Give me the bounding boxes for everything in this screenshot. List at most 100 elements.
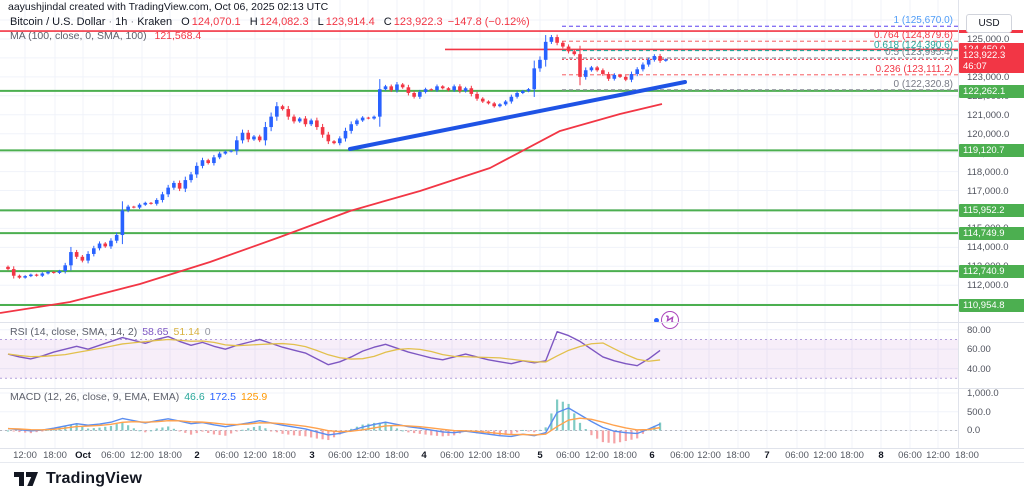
tradingview-logo[interactable]: TradingView xyxy=(14,469,142,489)
macd-histogram-bar xyxy=(224,430,227,436)
macd-histogram-bar xyxy=(607,430,610,443)
rsi-legend[interactable]: RSI (14, close, SMA, 14, 2) 58.65 51.14 0 xyxy=(10,326,211,338)
candle xyxy=(440,85,445,90)
currency-button[interactable]: USD xyxy=(966,14,1012,33)
candle xyxy=(521,89,525,95)
time-axis[interactable]: 12:00 18:00 Oct 06:00 12:00 18:00 2 06:00 12:00 1… xyxy=(0,448,1024,462)
time-tick-day: 2 xyxy=(194,450,200,461)
time-tick-day: 7 xyxy=(764,450,770,461)
candle xyxy=(51,271,56,274)
chart-canvas[interactable] xyxy=(0,0,1024,448)
open-value: 124,070.1 xyxy=(191,16,241,28)
symbol-name: Bitcoin / U.S. Dollar xyxy=(10,16,106,28)
macd-histogram-bar xyxy=(264,428,267,431)
close-label: C xyxy=(383,16,392,28)
macd-axis-label: 0.0 xyxy=(967,425,981,437)
price-axis-label: 125,000.0 xyxy=(967,33,1010,45)
candle xyxy=(332,140,336,145)
low-label: L xyxy=(317,16,324,28)
symbol-interval: 1h xyxy=(115,16,128,28)
candle xyxy=(549,34,554,44)
macd-axis-label: 500.0 xyxy=(967,406,991,418)
candle xyxy=(595,65,599,72)
macd-histogram-bar xyxy=(315,430,318,439)
candle xyxy=(309,118,313,127)
macd-histogram-bar xyxy=(338,430,341,435)
time-tick: 18:00 xyxy=(272,450,296,461)
macd-histogram-bar xyxy=(613,430,616,444)
macd-histogram-bar xyxy=(624,430,627,442)
symbol-legend[interactable]: Bitcoin / U.S. Dollar · 1h · Kraken O 124… xyxy=(10,16,530,28)
candle xyxy=(172,180,176,190)
support-price-badge: 122,262.1 xyxy=(959,84,1024,98)
macd-histogram-bar xyxy=(413,430,416,434)
support-price-badge: 114,749.9 xyxy=(959,227,1024,241)
ma-legend[interactable]: MA (100, close, 0, SMA, 100) 121,568.4 xyxy=(10,30,201,42)
macd-label: MACD (12, 26, close, 9, EMA, EMA) xyxy=(10,391,180,403)
attribution-text: aayushjindal created with TradingView.co… xyxy=(8,1,329,13)
candle xyxy=(469,85,474,97)
macd-histogram-bar xyxy=(498,430,502,436)
time-tick: 12:00 xyxy=(585,450,609,461)
macd-histogram-bar xyxy=(247,428,250,431)
macd-histogram-bar xyxy=(573,413,576,431)
candle xyxy=(34,273,39,277)
panel-separator[interactable] xyxy=(0,388,1024,389)
candle xyxy=(435,84,439,92)
macd-histogram-bar xyxy=(533,430,536,433)
candle xyxy=(412,91,416,99)
candle xyxy=(160,191,165,203)
macd-histogram-bar xyxy=(601,430,604,443)
macd-axis-label: 1,000.0 xyxy=(967,387,999,399)
macd-histogram-bar xyxy=(86,428,90,431)
macd-legend[interactable]: MACD (12, 26, close, 9, EMA, EMA) 46.6 172… xyxy=(10,391,267,403)
macd-histogram-bar xyxy=(149,430,153,432)
support-price-badge: 119,120.7 xyxy=(959,144,1024,158)
price-axis[interactable]: USD 111,000.0112,000.0113,000.0114,000.0… xyxy=(958,0,1024,448)
macd-histogram-bar xyxy=(544,427,547,431)
macd-histogram-bar xyxy=(281,430,284,434)
macd-histogram-bar xyxy=(435,430,439,436)
candle xyxy=(269,112,273,132)
macd-histogram-bar xyxy=(127,425,130,431)
candle xyxy=(646,57,651,67)
candle xyxy=(189,171,193,183)
time-tick: 18:00 xyxy=(385,450,409,461)
candle xyxy=(652,54,657,62)
price-axis-label: 112,000.0 xyxy=(967,280,1009,292)
macd-histogram-bar xyxy=(658,422,662,431)
candle xyxy=(29,273,33,278)
macd-histogram-bar xyxy=(98,427,101,431)
time-tick: 12:00 xyxy=(130,450,154,461)
macd-histogram-bar xyxy=(515,430,519,433)
time-tick-day: 6 xyxy=(649,450,655,461)
candle xyxy=(618,73,622,79)
candle xyxy=(538,56,542,72)
fib-label-0: 0 (122,320.8) xyxy=(893,78,954,90)
fib-label-0.5: 0.5 (123,995.4) xyxy=(885,47,953,59)
candle xyxy=(658,53,662,63)
time-tick: 12:00 xyxy=(243,450,267,461)
macd-histogram-bar xyxy=(596,430,599,439)
macd-histogram-bar xyxy=(35,430,38,433)
macd-histogram-bar xyxy=(287,430,290,435)
time-tick: 06:00 xyxy=(670,450,694,461)
pattern-marker[interactable]: Ϟ xyxy=(654,309,680,333)
candle xyxy=(378,79,382,127)
candle xyxy=(235,136,239,155)
macd-histogram-bar xyxy=(641,430,645,434)
rsi-point-dot xyxy=(654,318,659,323)
candle xyxy=(623,75,628,82)
macd-histogram-bar xyxy=(372,422,376,431)
price-axis-label: 121,000.0 xyxy=(967,109,1010,121)
macd-histogram-bar xyxy=(350,428,353,431)
fib-label-0.764: 0.764 (124,879.6) xyxy=(874,30,953,42)
candle xyxy=(17,274,22,279)
macd-histogram-bar xyxy=(252,427,256,431)
macd-histogram-bar xyxy=(292,430,296,436)
candle xyxy=(503,100,508,106)
panel-separator[interactable] xyxy=(0,322,1024,323)
candle xyxy=(532,60,537,97)
candle xyxy=(578,45,582,86)
